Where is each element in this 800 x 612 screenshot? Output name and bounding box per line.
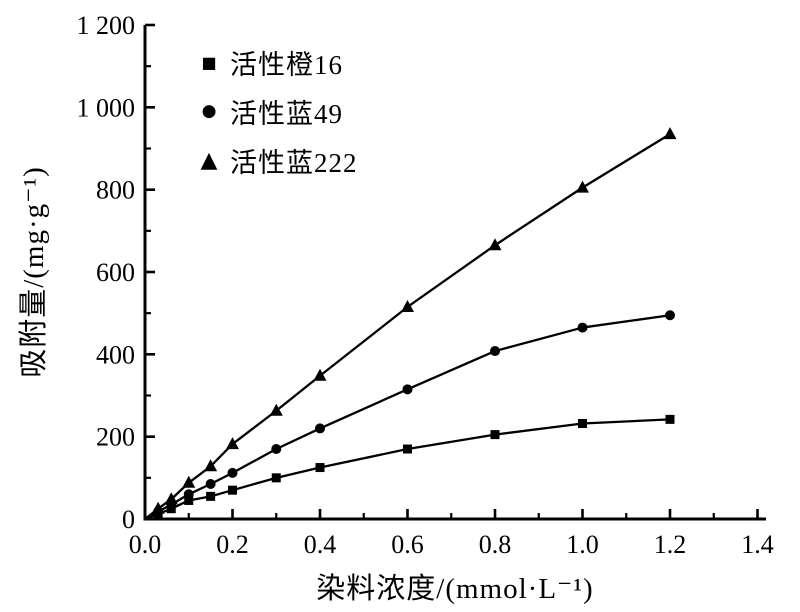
legend-item-reactive-orange-16: ■ 活性橙16 [196, 38, 358, 87]
data-point-triangle [164, 492, 178, 505]
legend-label-reactive-blue-222: 活性蓝222 [230, 148, 358, 178]
legend-item-reactive-blue-222: ▲ 活性蓝222 [196, 136, 358, 185]
data-point-triangle [269, 403, 283, 416]
square-marker-icon: ■ [201, 52, 217, 72]
y-axis-title: 吸附量/(mg·g⁻¹) [18, 166, 50, 378]
data-point-triangle [151, 501, 165, 514]
y-tick-label: 200 [96, 423, 135, 452]
y-tick-label: 600 [96, 258, 135, 287]
data-point-circle [577, 322, 588, 333]
x-tick-label: 1.4 [741, 530, 774, 559]
data-point-circle [490, 346, 500, 357]
x-tick-label: 0.0 [129, 530, 162, 559]
series-line-0 [144, 418, 671, 521]
data-point-square [578, 418, 587, 428]
y-tick-label: 1 200 [77, 11, 136, 40]
data-point-circle [402, 384, 413, 395]
y-tick-label: 800 [96, 176, 135, 205]
data-point-circle [183, 489, 194, 500]
data-point-circle [315, 423, 325, 434]
y-tick-label: 1 000 [77, 93, 136, 122]
legend-label-reactive-blue-49: 活性蓝49 [230, 99, 343, 129]
data-point-circle [227, 467, 238, 478]
x-tick-label: 0.6 [391, 530, 424, 559]
data-point-circle [205, 479, 216, 490]
x-tick-label: 1.2 [654, 530, 687, 559]
x-axis-title: 染料浓度/(mmol·L⁻¹) [316, 573, 594, 605]
data-point-triangle [313, 368, 327, 381]
x-tick-label: 0.8 [479, 530, 512, 559]
data-point-triangle [182, 475, 196, 488]
data-point-circle [665, 310, 675, 321]
y-tick-label: 0 [122, 505, 135, 534]
x-tick-label: 1.0 [566, 530, 599, 559]
data-point-square [206, 491, 216, 501]
data-point-triangle [226, 437, 239, 450]
circle-marker-icon: ● [201, 101, 217, 121]
x-tick-label: 0.4 [304, 530, 337, 559]
data-point-square [315, 463, 325, 473]
data-point-triangle [663, 127, 677, 140]
legend: ■ 活性橙16 ● 活性蓝49 ▲ 活性蓝222 [196, 38, 358, 185]
data-point-triangle [204, 459, 218, 472]
legend-label-reactive-orange-16: 活性橙16 [230, 50, 343, 80]
data-point-triangle [576, 180, 589, 193]
data-point-square [403, 444, 412, 454]
triangle-marker-icon: ▲ [200, 147, 218, 173]
x-tick-label: 0.2 [216, 530, 249, 559]
data-point-triangle [401, 299, 414, 312]
series-line-1 [144, 314, 671, 521]
data-point-square [271, 473, 281, 483]
data-point-square [665, 414, 675, 424]
data-point-square [228, 485, 237, 495]
y-tick-label: 400 [96, 340, 135, 369]
data-point-circle [271, 444, 282, 455]
data-point-triangle [488, 238, 502, 251]
legend-item-reactive-blue-49: ● 活性蓝49 [196, 87, 358, 136]
data-point-square [184, 495, 194, 505]
data-point-square [490, 430, 500, 440]
